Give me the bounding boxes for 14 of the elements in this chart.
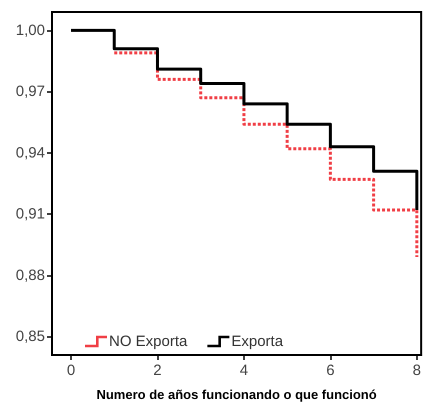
y-tick-label: 1,00 <box>16 22 45 39</box>
y-tick-label: 0,97 <box>16 83 45 100</box>
x-axis-title: Numero de años funcionando o que funcionó <box>96 387 377 402</box>
y-tick-label: 0,94 <box>16 144 45 162</box>
y-tick-label: 0,85 <box>16 328 45 346</box>
y-tick-label: 0,91 <box>16 206 45 223</box>
x-tick-label: 0 <box>66 362 76 379</box>
y-tick-label: 0,88 <box>16 266 45 284</box>
x-tick-label: 8 <box>412 362 421 379</box>
legend-label: Exporta <box>231 333 284 350</box>
x-tick-label: 6 <box>326 362 335 379</box>
x-tick-label: 2 <box>153 362 162 379</box>
legend-label: NO Exporta <box>109 333 188 350</box>
x-tick-label: 4 <box>240 362 248 379</box>
